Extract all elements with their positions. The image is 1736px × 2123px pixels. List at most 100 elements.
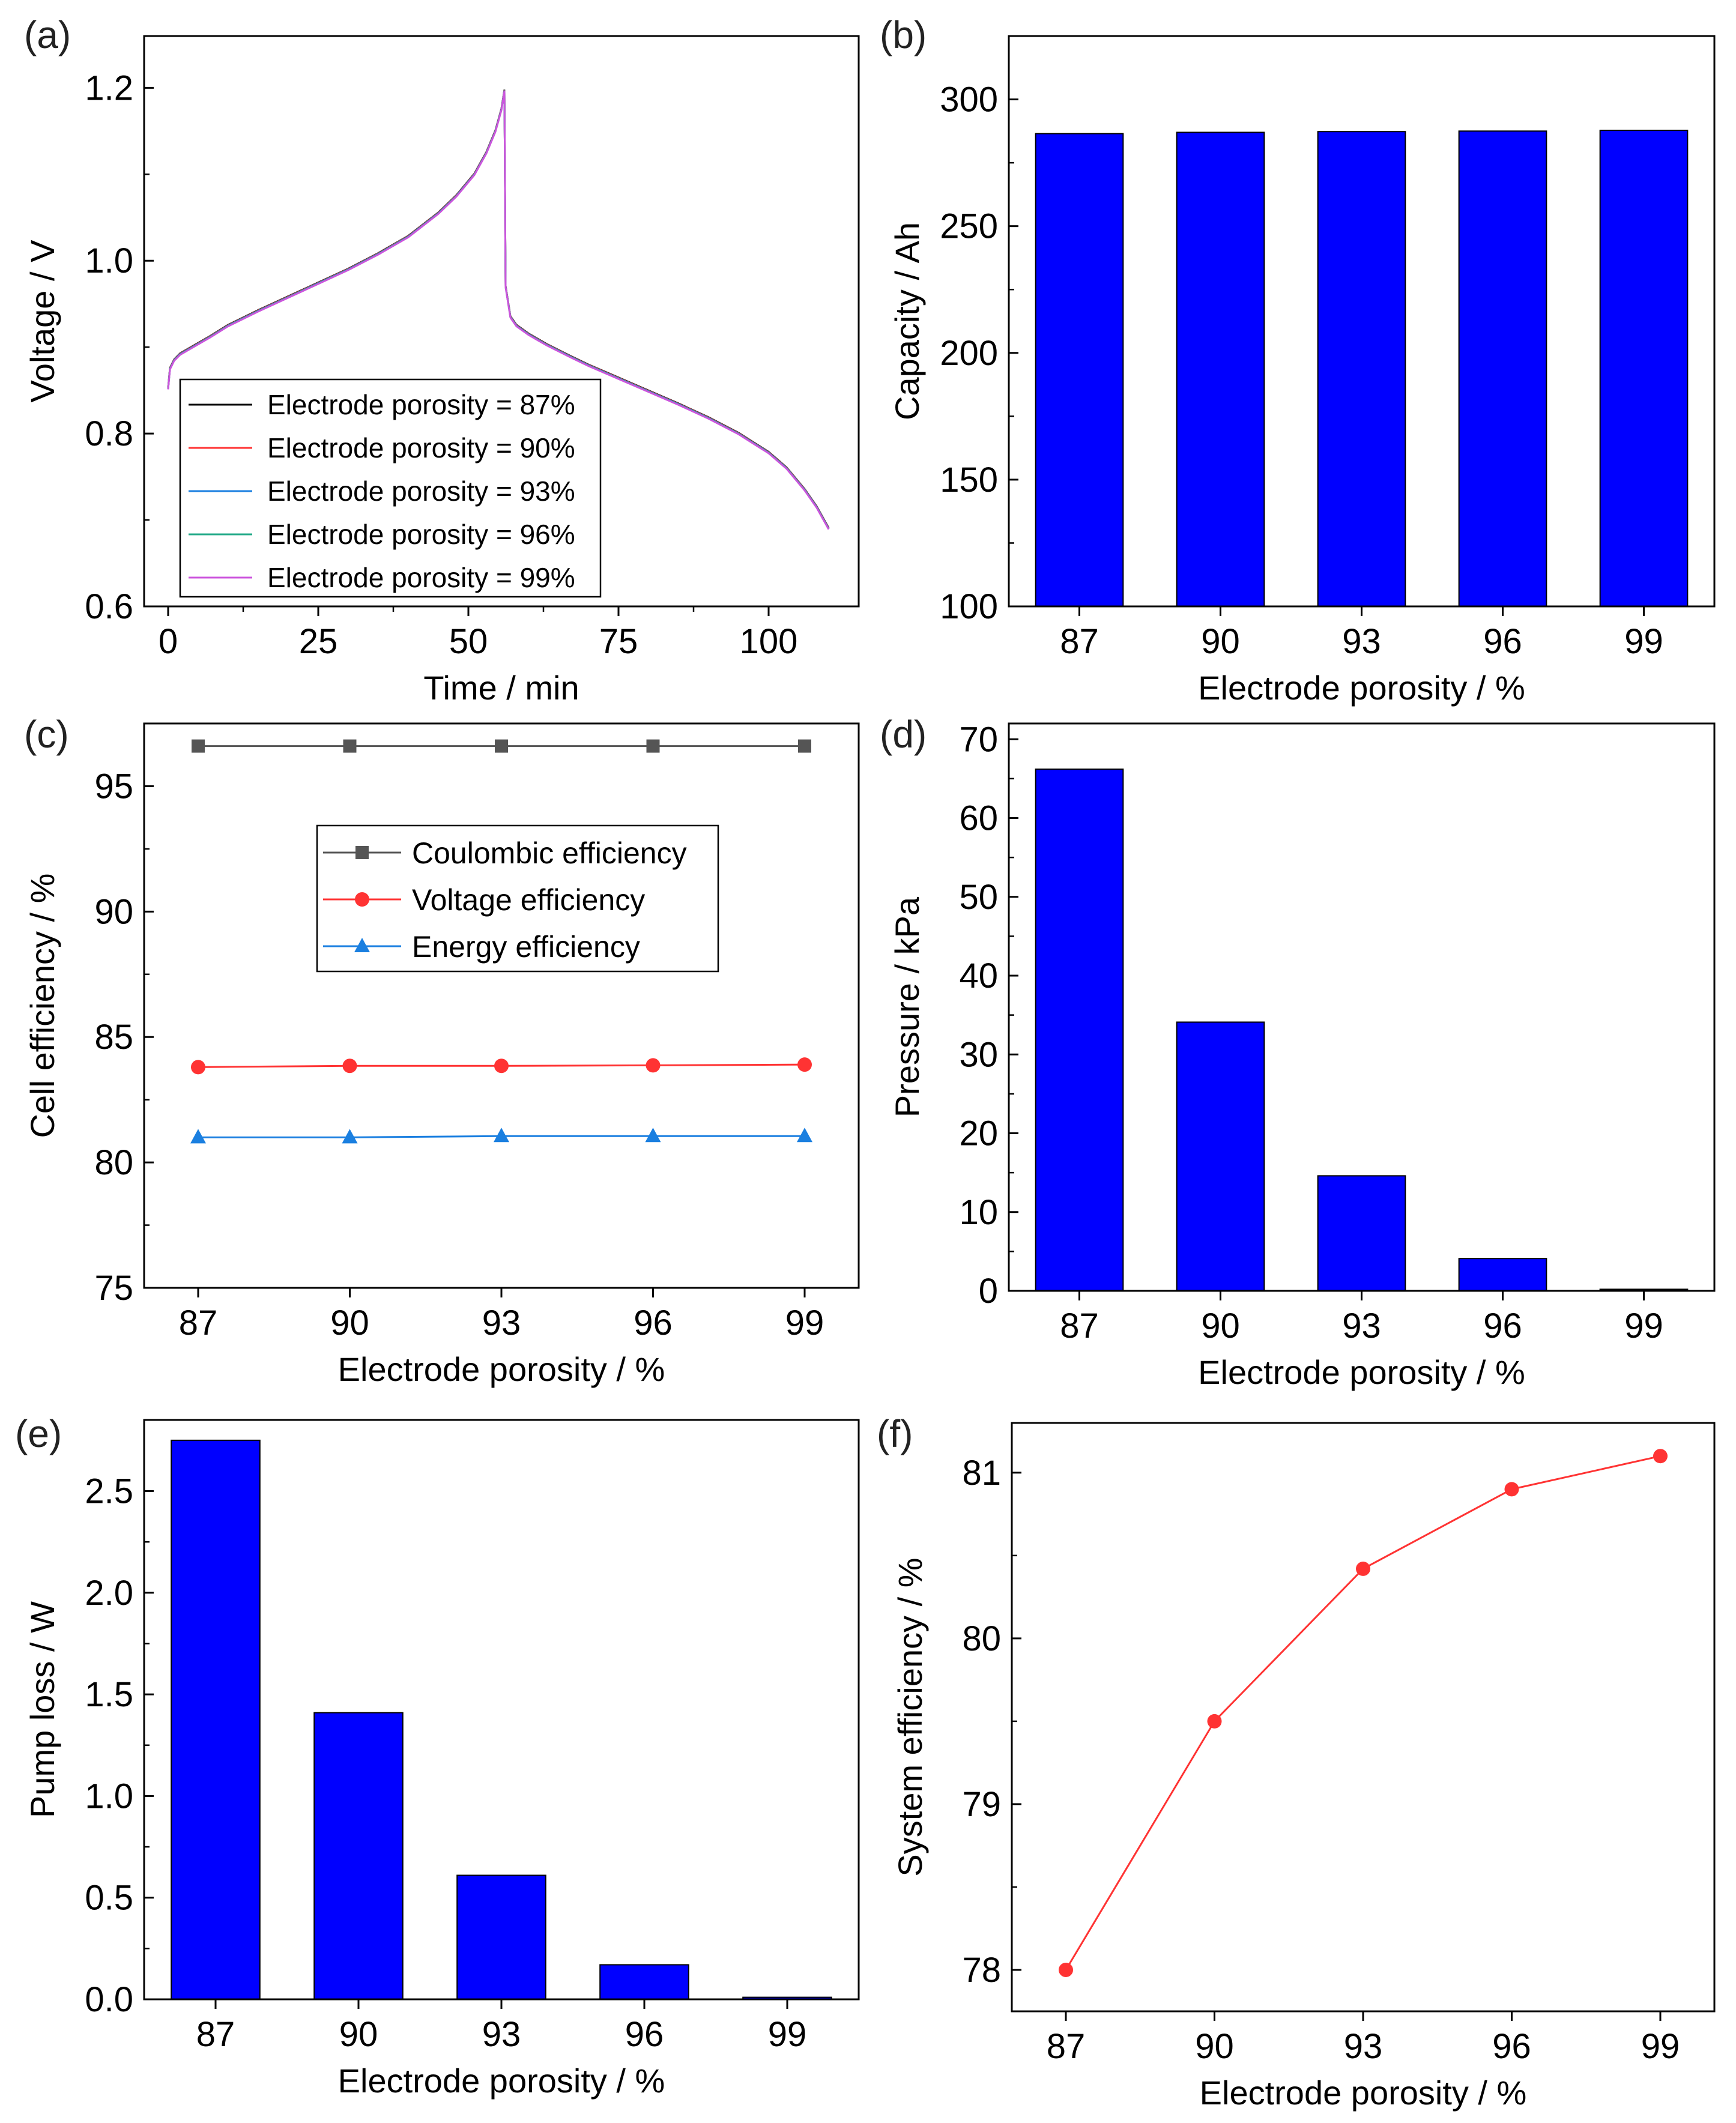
legend-entry: Electrode porosity = 90%	[267, 432, 575, 464]
y-tick-label: 75	[94, 1269, 133, 1308]
legend-marker	[355, 892, 369, 907]
y-axis-title: Capacity / Ah	[888, 222, 926, 420]
panel-label: (a)	[24, 13, 71, 56]
panel-label: (e)	[15, 1412, 62, 1455]
bar	[313, 1712, 404, 2000]
x-tick-label: 0	[159, 622, 178, 661]
x-axis-title: Electrode porosity / %	[338, 1350, 665, 1388]
x-axis-title: Electrode porosity / %	[1198, 1353, 1525, 1391]
y-tick-label: 300	[940, 80, 998, 119]
panel-c: 75 80 85 90 95 Cell efficiency / % 87 90 93 96 99 E…	[23, 713, 860, 1388]
data-point	[343, 739, 357, 753]
y-tick-label: 85	[94, 1018, 133, 1057]
legend-box	[179, 378, 602, 598]
y-tick-label: 80	[94, 1143, 133, 1182]
data-point	[1653, 1449, 1668, 1464]
y-tick-label: 1.5	[85, 1675, 133, 1714]
data-point	[494, 1058, 509, 1074]
bar	[1035, 769, 1124, 1291]
data-point	[797, 1057, 812, 1072]
panel-a: 0.6 0.8 1.0 1.2 Voltage / V 0 25 50 75 100 Time / …	[23, 13, 860, 707]
panel-e: 0.0 0.5 1.0 1.5 2.0 2.5 Pump loss / W 87 90 93 96 9…	[15, 1412, 860, 2100]
bar	[456, 1874, 546, 2000]
data-point	[342, 1058, 357, 1074]
y-axis-title: Pressure / kPa	[888, 896, 926, 1117]
y-tick-label: 250	[940, 207, 998, 246]
y-tick-label: 78	[962, 1951, 1001, 1990]
x-axis-title: Time / min	[423, 669, 579, 707]
y-tick-label: 20	[959, 1114, 998, 1153]
panel-label: (f)	[877, 1412, 913, 1455]
data-point	[797, 1128, 812, 1143]
series-line	[1065, 1455, 1661, 1970]
panel-label: (d)	[880, 713, 927, 756]
x-tick-label: 90	[339, 2015, 378, 2054]
bar	[1317, 1175, 1406, 1291]
y-tick-label: 90	[94, 892, 133, 931]
x-tick-label: 99	[785, 1303, 824, 1342]
data-point	[494, 1128, 509, 1143]
plot-frame	[143, 722, 860, 1289]
legend-marker	[354, 938, 370, 952]
data-point	[1207, 1714, 1222, 1729]
legend-entry: Energy efficiency	[412, 930, 640, 964]
x-tick-label: 90	[1201, 622, 1240, 661]
legend-entry: Electrode porosity = 87%	[267, 389, 575, 420]
y-tick-label: 1.2	[85, 68, 133, 107]
y-tick-label: 200	[940, 334, 998, 373]
y-tick-label: 1.0	[85, 241, 133, 280]
x-tick-label: 99	[1624, 1306, 1663, 1345]
x-tick-label: 25	[299, 622, 338, 661]
data-point	[495, 739, 508, 753]
y-tick-label: 30	[959, 1035, 998, 1074]
legend-entry: Electrode porosity = 96%	[267, 519, 575, 550]
bar	[1176, 131, 1265, 607]
data-point	[646, 739, 660, 753]
x-tick-label: 90	[330, 1303, 369, 1342]
legend-entry: Voltage efficiency	[412, 883, 645, 917]
data-point	[342, 1129, 358, 1144]
y-axis-title: Pump loss / W	[23, 1601, 61, 1818]
y-axis-title: Cell efficiency / %	[23, 874, 61, 1138]
bar	[1458, 1258, 1547, 1291]
x-tick-label: 87	[1047, 2027, 1086, 2066]
y-tick-label: 79	[962, 1785, 1001, 1824]
x-tick-label: 96	[634, 1303, 673, 1342]
y-tick-label: 0.8	[85, 414, 133, 453]
data-point	[192, 739, 205, 753]
bar	[1176, 1021, 1265, 1291]
data-point	[1356, 1561, 1370, 1576]
legend-entry: Coulombic efficiency	[412, 836, 687, 870]
x-tick-label: 87	[196, 2015, 235, 2054]
bar	[171, 1439, 261, 2000]
data-point	[1059, 1962, 1073, 1977]
x-tick-label: 93	[1342, 622, 1381, 661]
bar	[1035, 133, 1124, 608]
x-tick-label: 100	[740, 622, 798, 661]
bar	[599, 1964, 689, 2000]
x-axis-title: Electrode porosity / %	[1198, 669, 1525, 707]
panel-b: 100 150 200 250 300 Capacity / Ah 87 90 93 96 99 El…	[880, 13, 1716, 707]
panel-f: 78 79 80 81 System efficiency / % 87 90 93 96 99 E…	[877, 1412, 1716, 2112]
panel-d: 0 10 20 30 40 50 60 70 Pressure / kPa 87 90 93 96 99 E…	[880, 713, 1716, 1391]
x-tick-label: 90	[1201, 1306, 1240, 1345]
y-tick-label: 0.6	[85, 587, 133, 626]
legend-entry: Electrode porosity = 99%	[267, 562, 575, 593]
x-tick-label: 93	[482, 2015, 521, 2054]
y-tick-label: 150	[940, 461, 998, 500]
y-tick-label: 10	[959, 1193, 998, 1232]
data-point	[190, 1129, 206, 1144]
y-axis-title: Voltage / V	[23, 240, 61, 403]
y-tick-label: 81	[962, 1454, 1001, 1493]
panel-label: (c)	[24, 713, 69, 756]
x-tick-label: 93	[1342, 1306, 1381, 1345]
x-axis-title: Electrode porosity / %	[1200, 2074, 1527, 2112]
x-tick-label: 93	[1344, 2027, 1383, 2066]
y-tick-label: 50	[959, 878, 998, 917]
y-tick-label: 70	[959, 720, 998, 759]
data-point	[1504, 1482, 1519, 1497]
x-tick-label: 90	[1195, 2027, 1234, 2066]
x-tick-label: 87	[1060, 1306, 1099, 1345]
y-tick-label: 2.5	[85, 1472, 133, 1511]
